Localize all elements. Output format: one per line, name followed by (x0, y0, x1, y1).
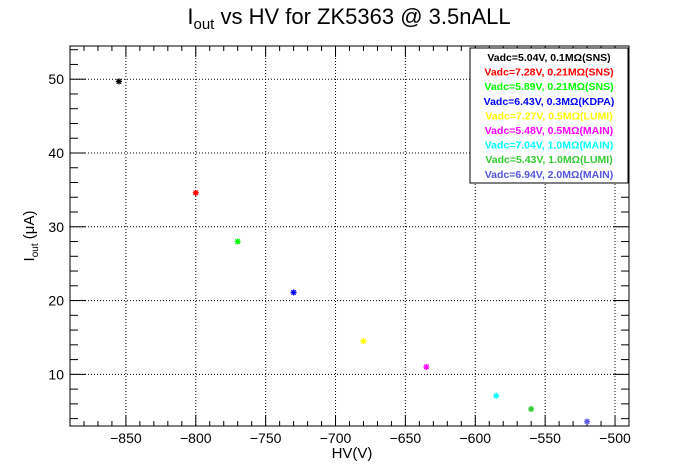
legend-items: Vadc=5.04V, 0.1MΩ(SNS) Vadc=7.28V, 0.21MΩ… (484, 52, 615, 181)
data-point (290, 289, 297, 296)
legend: Vadc=5.04V, 0.1MΩ(SNS) Vadc=7.28V, 0.21MΩ… (469, 47, 629, 184)
data-point (360, 338, 367, 345)
ylabel-rest: (μA) (21, 211, 38, 244)
x-tick-label: −750 (250, 430, 282, 446)
title-rest: vs HV for ZK5363 @ 3.5nALL (214, 4, 510, 29)
data-point (584, 418, 591, 425)
x-tick-label: −600 (460, 430, 492, 446)
x-tick-label: −650 (390, 430, 422, 446)
ylabel-main: I (21, 257, 38, 261)
legend-entry: Vadc=5.04V, 0.1MΩ(SNS) (487, 52, 610, 64)
data-point (115, 78, 122, 85)
x-tick-label: −550 (529, 430, 561, 446)
data-point (528, 406, 535, 413)
x-tick-label: −850 (110, 430, 142, 446)
x-tick-labels: −850 −800 −750 −700 −650 −600 −550 −500 (110, 430, 631, 446)
x-tick-label: −700 (320, 430, 352, 446)
x-tick-label: −500 (599, 430, 631, 446)
legend-entry: Vadc=7.04V, 1.0MΩ(MAIN) (485, 140, 614, 152)
ylabel-subscript: out (30, 243, 41, 257)
legend-entry: Vadc=5.89V, 0.21MΩ(SNS) (484, 81, 613, 93)
legend-entry: Vadc=7.28V, 0.21MΩ(SNS) (484, 67, 613, 79)
legend-entry: Vadc=7.27V, 0.5MΩ(LUMI) (485, 110, 612, 122)
data-point (192, 189, 199, 196)
data-points (115, 78, 591, 425)
y-axis-label: Iout (μA) (21, 211, 41, 262)
chart-title: Iout vs HV for ZK5363 @ 3.5nALL (187, 4, 510, 33)
y-tick-label: 40 (48, 145, 64, 161)
legend-entry: Vadc=6.43V, 0.3MΩ(KDPA) (484, 96, 615, 108)
data-point (423, 363, 430, 370)
title-main: I (187, 4, 193, 29)
title-subscript: out (194, 16, 216, 33)
x-axis-label: HV(V) (332, 445, 373, 462)
y-tick-labels: 10 20 30 40 50 (48, 71, 64, 382)
y-tick-label: 50 (48, 71, 64, 87)
y-tick-label: 30 (48, 219, 64, 235)
data-point (234, 238, 241, 245)
legend-entry: Vadc=5.48V, 0.5MΩ(MAIN) (485, 125, 614, 137)
x-tick-label: −800 (180, 430, 212, 446)
y-tick-label: 20 (48, 293, 64, 309)
legend-entry: Vadc=6.94V, 2.0MΩ(MAIN) (485, 169, 614, 181)
data-point (493, 392, 500, 399)
legend-entry: Vadc=5.43V, 1.0MΩ(LUMI) (485, 154, 612, 166)
y-tick-label: 10 (48, 366, 64, 382)
legend-box (469, 47, 629, 184)
